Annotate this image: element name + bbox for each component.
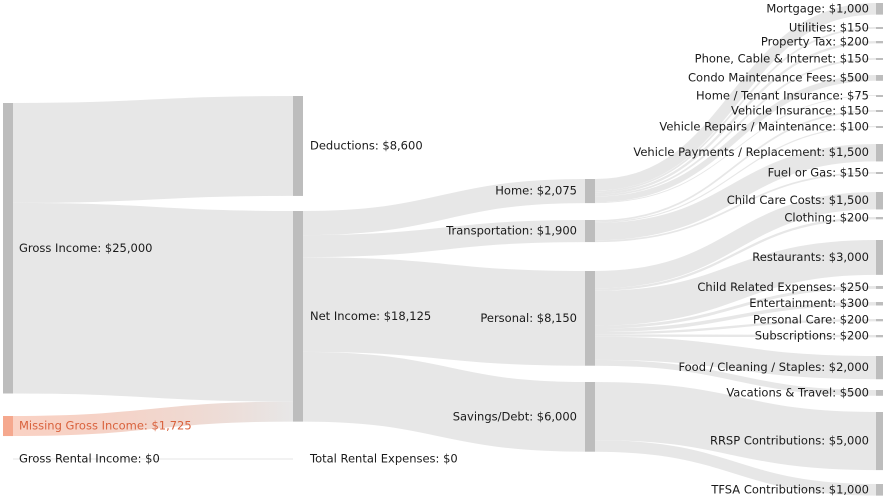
node-label-vehrep: Vehicle Repairs / Maintenance: $100 — [659, 120, 869, 134]
link-transport-vehrep — [594, 126, 877, 223]
node-vehins[interactable] — [876, 110, 883, 112]
node-subs[interactable] — [876, 335, 883, 338]
link-personal-perscare — [594, 319, 877, 335]
node-label-food: Food / Cleaning / Staples: $2,000 — [678, 360, 869, 374]
node-label-childrel: Child Related Expenses: $250 — [697, 280, 869, 294]
node-phone[interactable] — [876, 58, 883, 60]
node-savings[interactable] — [585, 382, 595, 452]
link-home-phone — [594, 58, 877, 197]
node-clothing[interactable] — [876, 217, 883, 220]
link-transport-vehins — [594, 109, 877, 222]
link-transport-vehpay — [594, 144, 877, 241]
node-deductions[interactable] — [293, 96, 303, 196]
node-label-savings: Savings/Debt: $6,000 — [453, 409, 577, 423]
link-savings-rrsp — [594, 382, 877, 471]
node-label-tfsa: TFSA Contributions: $1,000 — [710, 482, 869, 496]
link-net-personal — [302, 257, 586, 366]
node-label-vehpay: Vehicle Payments / Replacement: $1,500 — [633, 145, 869, 159]
node-proptax[interactable] — [876, 41, 883, 44]
node-transport[interactable] — [585, 220, 595, 243]
link-net-savings — [302, 351, 586, 452]
node-vehpay[interactable] — [876, 144, 883, 162]
node-label-condo: Condo Maintenance Fees: $500 — [688, 70, 869, 84]
node-home[interactable] — [585, 179, 595, 204]
link-home-utilities — [594, 27, 877, 193]
link-missing-net — [12, 401, 294, 437]
node-vacations[interactable] — [876, 390, 883, 396]
node-label-subs: Subscriptions: $200 — [755, 329, 869, 343]
node-missing[interactable] — [3, 416, 13, 437]
link-home-homeins — [594, 95, 877, 204]
node-perscare[interactable] — [876, 319, 883, 322]
node-label-vacations: Vacations & Travel: $500 — [726, 385, 869, 399]
node-fuel[interactable] — [876, 172, 883, 174]
node-utilities[interactable] — [876, 27, 883, 29]
node-label-rental: Gross Rental Income: $0 — [19, 452, 160, 466]
node-childcare[interactable] — [876, 192, 883, 210]
link-gross-net — [12, 202, 294, 402]
link-gross-deductions — [12, 96, 294, 203]
link-net-home — [302, 179, 586, 236]
node-label-net: Net Income: $18,125 — [310, 309, 431, 323]
link-home-mortgage — [594, 3, 877, 191]
link-net-transport — [302, 220, 586, 258]
link-transport-fuel — [594, 172, 877, 243]
node-label-transport: Transportation: $1,900 — [445, 224, 577, 238]
node-homeins[interactable] — [876, 95, 883, 97]
node-label-rentalexp: Total Rental Expenses: $0 — [309, 452, 458, 466]
node-label-gross: Gross Income: $25,000 — [19, 241, 152, 255]
node-label-missing: Missing Gross Income: $1,725 — [19, 419, 192, 433]
node-personal[interactable] — [585, 271, 595, 366]
node-label-childcare: Child Care Costs: $1,500 — [727, 193, 869, 207]
node-label-vehins: Vehicle Insurance: $150 — [731, 104, 869, 118]
node-label-homeins: Home / Tenant Insurance: $75 — [696, 89, 869, 103]
node-label-restaurants: Restaurants: $3,000 — [752, 250, 869, 264]
node-label-mortgage: Mortgage: $1,000 — [766, 1, 869, 15]
link-savings-tfsa — [594, 440, 877, 496]
node-childrel[interactable] — [876, 286, 883, 289]
node-label-fuel: Fuel or Gas: $150 — [768, 166, 869, 180]
link-personal-restaurants — [594, 240, 877, 326]
node-condo[interactable] — [876, 75, 883, 81]
node-label-phone: Phone, Cable & Internet: $150 — [695, 52, 869, 66]
node-mortgage[interactable] — [876, 3, 883, 15]
node-net[interactable] — [293, 211, 303, 422]
node-label-utilities: Utilities: $150 — [789, 21, 869, 35]
node-tfsa[interactable] — [876, 484, 883, 496]
nodes: Gross Income: $25,000 Missing Gross Incom… — [3, 1, 883, 496]
node-label-deductions: Deductions: $8,600 — [310, 138, 423, 152]
link-personal-childrel — [594, 286, 877, 329]
node-label-personal: Personal: $8,150 — [480, 311, 577, 325]
node-label-proptax: Property Tax: $200 — [761, 35, 869, 49]
node-restaurants[interactable] — [876, 240, 883, 275]
link-personal-vacations — [594, 359, 877, 396]
link-personal-food — [594, 336, 877, 380]
link-home-proptax — [594, 41, 877, 195]
node-gross[interactable] — [3, 103, 13, 394]
node-food[interactable] — [876, 356, 883, 380]
links — [12, 3, 877, 496]
link-personal-childcare — [594, 192, 877, 289]
node-label-home: Home: $2,075 — [495, 184, 577, 198]
node-entertain[interactable] — [876, 302, 883, 306]
link-home-condo — [594, 75, 877, 203]
node-label-entertain: Entertainment: $300 — [749, 296, 869, 310]
node-label-perscare: Personal Care: $200 — [753, 313, 869, 327]
node-vehrep[interactable] — [876, 126, 883, 128]
node-label-rrsp: RRSP Contributions: $5,000 — [710, 434, 869, 448]
link-personal-clothing — [594, 217, 877, 291]
link-personal-subs — [594, 334, 877, 338]
node-label-clothing: Clothing: $200 — [784, 211, 869, 225]
node-rrsp[interactable] — [876, 412, 883, 471]
link-personal-entertain — [594, 302, 877, 333]
